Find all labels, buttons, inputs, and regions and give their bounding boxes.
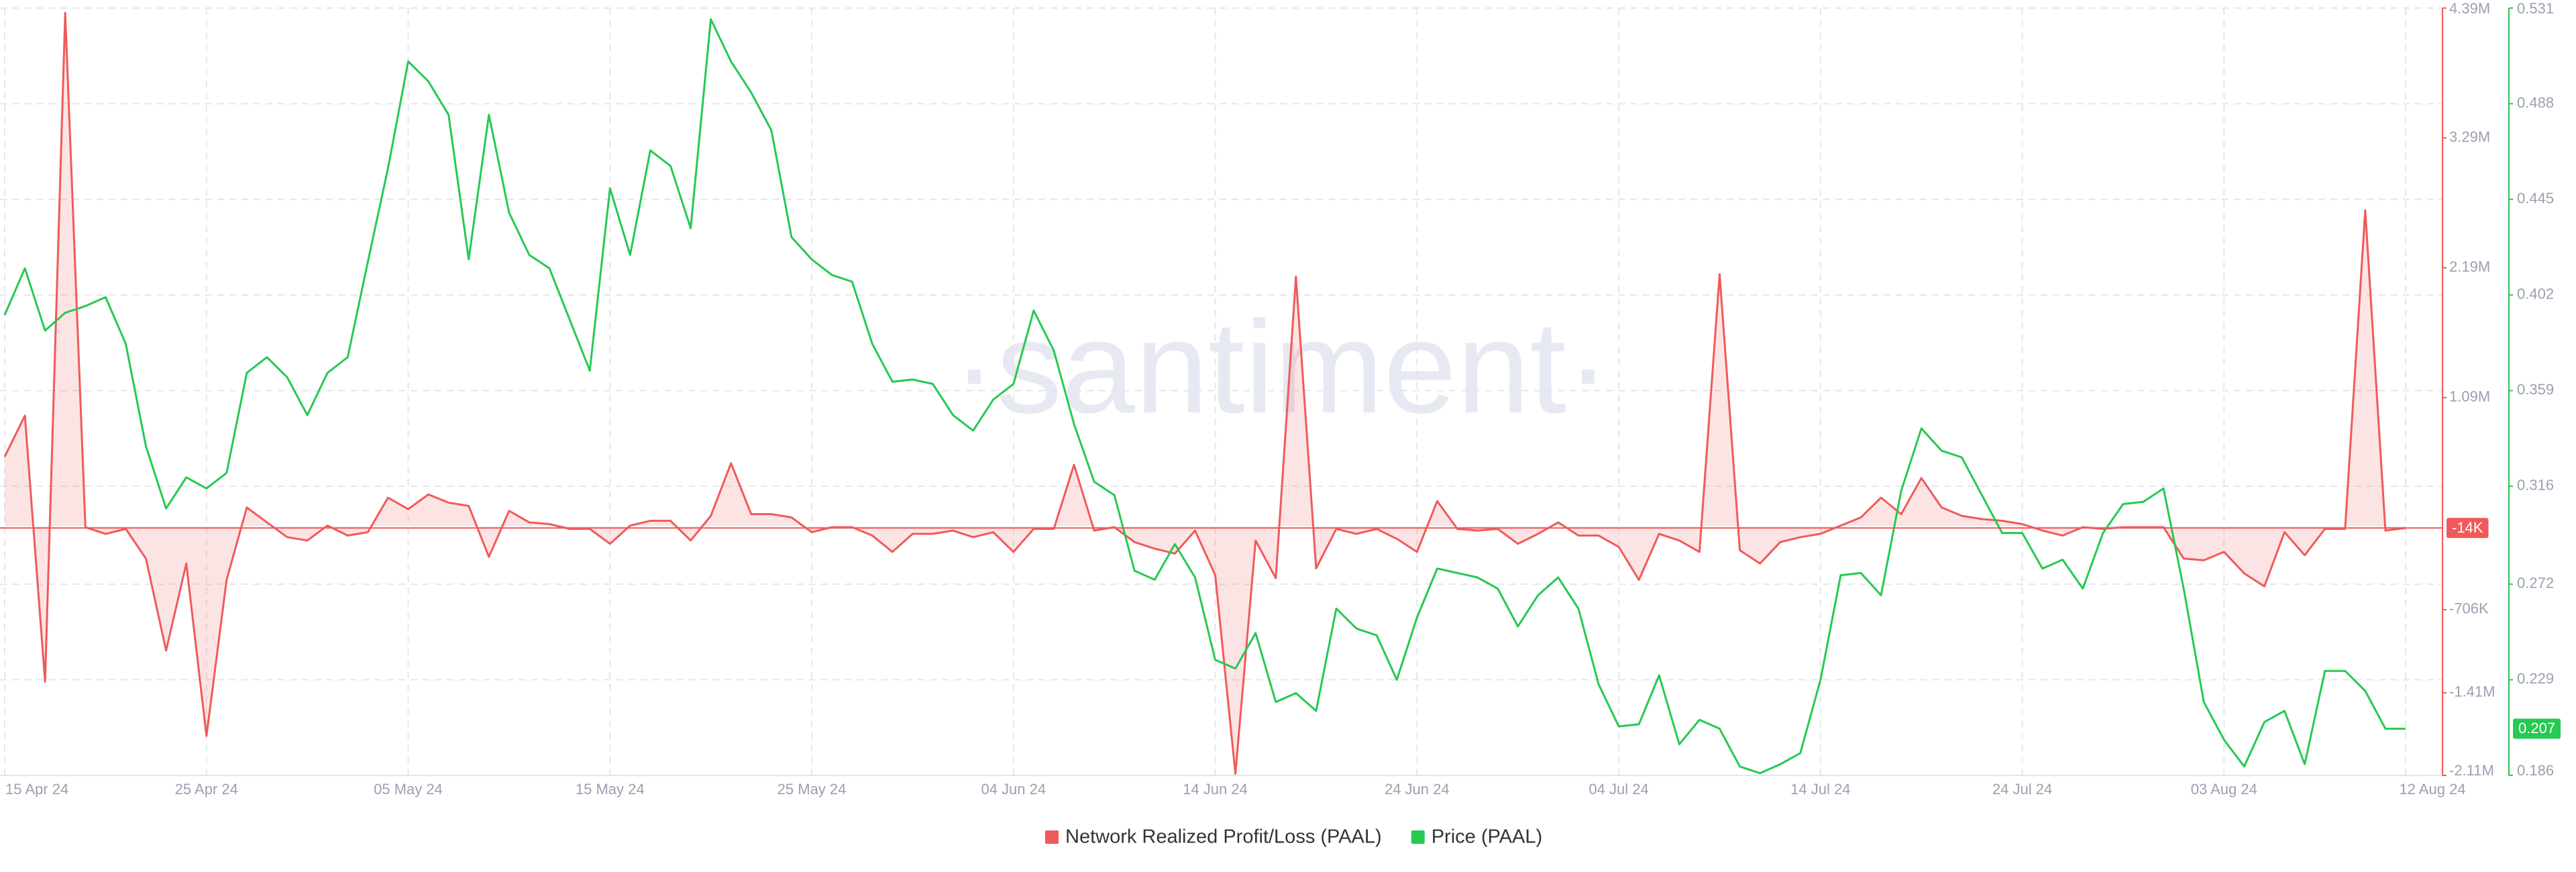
y-tick-label: -2.11M: [2449, 762, 2494, 779]
value-badge: -14K: [2447, 518, 2489, 539]
y2-tick-label: 0.445: [2517, 190, 2554, 207]
data-label: 0.207: [2518, 720, 2555, 737]
x-tick-label: 04 Jul 24: [1589, 781, 1648, 798]
legend-marker: [1411, 830, 1425, 844]
watermark: ·santiment·: [953, 294, 1610, 441]
x-tick-label: 24 Jul 24: [1992, 781, 2052, 798]
y2-tick-label: 0.488: [2517, 94, 2554, 111]
x-tick-label: 24 Jun 24: [1385, 781, 1450, 798]
x-tick-label: 04 Jun 24: [981, 781, 1046, 798]
y2-tick-label: 0.359: [2517, 381, 2554, 398]
x-tick-label: 14 Jul 24: [1790, 781, 1850, 798]
y-tick-label: 3.29M: [2449, 128, 2490, 145]
y2-tick-label: 0.272: [2517, 575, 2554, 592]
x-tick-label: 12 Aug 24: [2399, 781, 2465, 798]
y-tick-label: -706K: [2449, 600, 2489, 617]
legend-marker: [1045, 830, 1059, 844]
value-badge: 0.207: [2513, 718, 2561, 739]
legend-label: Price (PAAL): [1432, 826, 1542, 848]
x-tick-label: 25 Apr 24: [175, 781, 238, 798]
x-tick-label: 15 May 24: [576, 781, 645, 798]
y-tick-label: -1.41M: [2449, 684, 2495, 700]
badge-bg: [2513, 718, 2561, 739]
badge-bg: [2447, 518, 2489, 539]
legend-label: Network Realized Profit/Loss (PAAL): [1065, 826, 1382, 848]
x-tick-label: 05 May 24: [374, 781, 443, 798]
y-tick-label: 4.39M: [2449, 0, 2490, 17]
y2-tick-label: 0.186: [2517, 762, 2554, 779]
line: [3, 11, 2406, 775]
x-tick-label: 14 Jun 24: [1183, 781, 1248, 798]
x-tick-label: 25 May 24: [777, 781, 847, 798]
line: [3, 18, 2406, 775]
x-tick-label: 15 Apr 24: [5, 781, 68, 798]
y2-tick-label: 0.229: [2517, 670, 2554, 687]
y2-tick-label: 0.402: [2517, 286, 2554, 303]
y2-tick-label: 0.531: [2517, 0, 2554, 17]
y-tick-label: 2.19M: [2449, 258, 2490, 275]
y-tick-label: 1.09M: [2449, 388, 2490, 405]
y2-tick-label: 0.316: [2517, 477, 2554, 494]
x-tick-label: 03 Aug 24: [2191, 781, 2257, 798]
data-label: -14K: [2452, 519, 2483, 536]
